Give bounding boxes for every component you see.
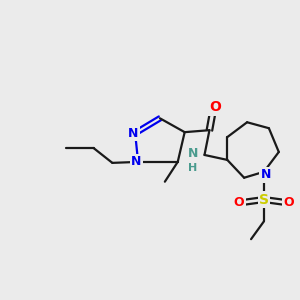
Text: O: O bbox=[234, 196, 244, 209]
Text: N: N bbox=[188, 148, 198, 160]
Text: N: N bbox=[128, 127, 138, 140]
Text: N: N bbox=[131, 155, 141, 168]
Text: O: O bbox=[284, 196, 294, 209]
Text: N: N bbox=[261, 168, 271, 181]
Text: S: S bbox=[259, 193, 269, 206]
Text: H: H bbox=[188, 163, 197, 173]
Text: O: O bbox=[209, 100, 221, 114]
